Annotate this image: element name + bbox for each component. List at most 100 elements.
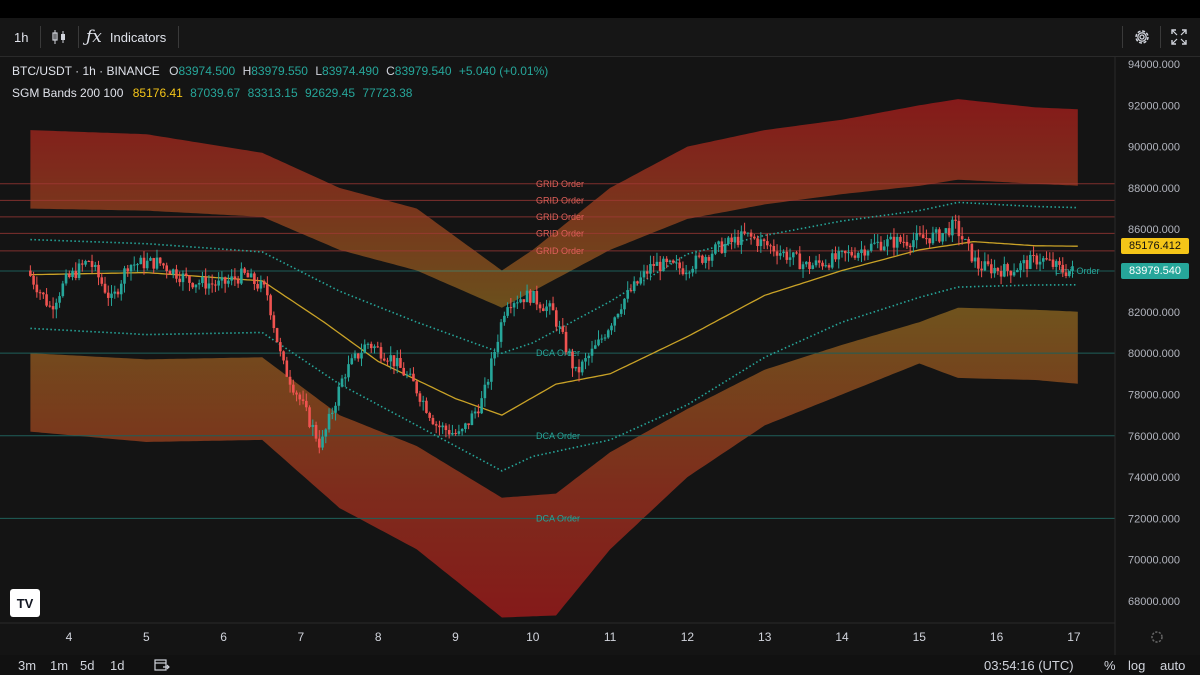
candle-body: [464, 423, 467, 430]
time-axis[interactable]: 4 5 6 7 8 9 10 11 12 13 14 15 16 17: [66, 630, 1081, 644]
timeframe-label: 1h: [14, 29, 29, 45]
candle-body: [84, 261, 87, 265]
range-1m-button[interactable]: 1m: [50, 658, 69, 673]
toolbar-divider: [40, 26, 41, 48]
candle-body: [415, 381, 418, 394]
high-value: 83979.550: [251, 64, 308, 78]
candle-body: [542, 308, 545, 312]
candle-body: [389, 355, 393, 362]
candle-body: [113, 291, 117, 294]
indicators-button[interactable]: ƒx Indicators: [86, 18, 166, 56]
candle-body: [152, 258, 156, 269]
candle-body: [162, 263, 165, 266]
range-3m-button[interactable]: 3m: [18, 658, 37, 673]
price-tick-label: 94000.000: [1128, 59, 1180, 71]
candle-body: [68, 273, 71, 278]
candle-body: [165, 265, 169, 272]
auto-scale-button[interactable]: auto: [1160, 658, 1186, 673]
candle-body: [636, 281, 639, 284]
indicator-value-mid: 85176.41: [132, 86, 183, 100]
lower-band-line: [30, 284, 1078, 472]
settings-button[interactable]: [1132, 18, 1152, 56]
price-axis[interactable]: 94000.000 92000.000 90000.000 88000.000 8600…: [1128, 59, 1180, 608]
candle-body: [311, 424, 315, 427]
candles-icon: [52, 30, 65, 44]
candle-body: [1025, 260, 1029, 269]
candle-body: [298, 394, 302, 400]
candle-body: [824, 265, 828, 267]
symbol-title[interactable]: BTC/USDT · 1h · BINANCE: [12, 64, 160, 78]
candle-body: [798, 253, 802, 270]
time-axis-settings-icon[interactable]: [1151, 631, 1163, 643]
candle-body: [285, 360, 289, 377]
candle-body: [434, 424, 438, 426]
candle-body: [262, 281, 266, 285]
candle-body: [1045, 258, 1048, 260]
candle-body: [993, 267, 996, 274]
candle-body: [616, 313, 620, 318]
candle-body: [1035, 255, 1039, 265]
candle-body: [136, 264, 139, 266]
candle-body: [45, 294, 48, 306]
candle-body: [668, 260, 672, 263]
candle-body: [477, 411, 480, 414]
candle-body: [379, 347, 383, 359]
candle-body: [837, 251, 841, 260]
candle-body: [194, 284, 198, 288]
utc-clock[interactable]: 03:54:16 (UTC): [984, 658, 1074, 673]
candle-body: [1016, 270, 1019, 273]
candle-body: [191, 282, 194, 288]
candle-body: [340, 378, 344, 387]
chart-type-button[interactable]: [50, 18, 68, 56]
candle-body: [360, 352, 363, 359]
indicator-legend[interactable]: SGM Bands 200 100 85176.41 87039.67 8331…: [12, 86, 412, 100]
candle-body: [110, 293, 113, 298]
candle-body: [457, 431, 461, 434]
low-value: 83974.490: [322, 64, 379, 78]
candle-body: [1058, 261, 1061, 265]
dca-order-label: DCA Order: [536, 513, 580, 523]
candle-body: [74, 270, 78, 278]
candle-body: [882, 246, 886, 251]
candle-body: [425, 400, 428, 413]
candle-body: [1067, 271, 1071, 276]
toolbar-divider: [78, 26, 79, 48]
grid-order-label: GRID Order: [536, 195, 584, 205]
candle-body: [792, 252, 795, 258]
indicator-name[interactable]: SGM Bands 200 100: [12, 86, 124, 100]
price-tick-label: 86000.000: [1128, 224, 1180, 236]
percent-scale-button[interactable]: %: [1104, 658, 1116, 673]
candle-body: [217, 280, 220, 286]
candle-body: [551, 303, 555, 311]
candle-body: [853, 255, 857, 258]
candle-body: [35, 284, 39, 293]
chart-area[interactable]: GRID Order GRID Order GRID Order GRID Order…: [0, 57, 1200, 655]
candle-body: [509, 307, 513, 309]
candle-body: [827, 265, 831, 268]
candle-body: [951, 219, 954, 236]
price-chart[interactable]: GRID Order GRID Order GRID Order GRID Order…: [0, 57, 1200, 655]
range-5d-button[interactable]: 5d: [80, 658, 95, 673]
toolbar-divider: [1160, 26, 1161, 48]
candle-body: [720, 241, 724, 253]
candle-body: [334, 405, 337, 413]
candle-body: [869, 243, 873, 251]
time-tick-label: 6: [220, 630, 227, 644]
candle-body: [925, 238, 928, 240]
candle-body: [564, 331, 568, 353]
candle-body: [207, 283, 211, 289]
log-scale-button[interactable]: log: [1128, 658, 1146, 673]
timeframe-button[interactable]: 1h: [14, 18, 28, 56]
candle-body: [759, 239, 763, 247]
candle-body: [688, 272, 691, 274]
candle-body: [727, 237, 730, 245]
candle-body: [126, 268, 130, 272]
range-1d-button[interactable]: 1d: [110, 658, 125, 673]
candle-body: [412, 373, 415, 382]
candle-body: [753, 236, 756, 239]
fullscreen-button[interactable]: [1170, 18, 1188, 56]
grid-order-label: GRID Order: [536, 212, 584, 222]
goto-date-button[interactable]: [154, 658, 170, 675]
candle-body: [908, 245, 912, 248]
candle-body: [723, 244, 727, 253]
